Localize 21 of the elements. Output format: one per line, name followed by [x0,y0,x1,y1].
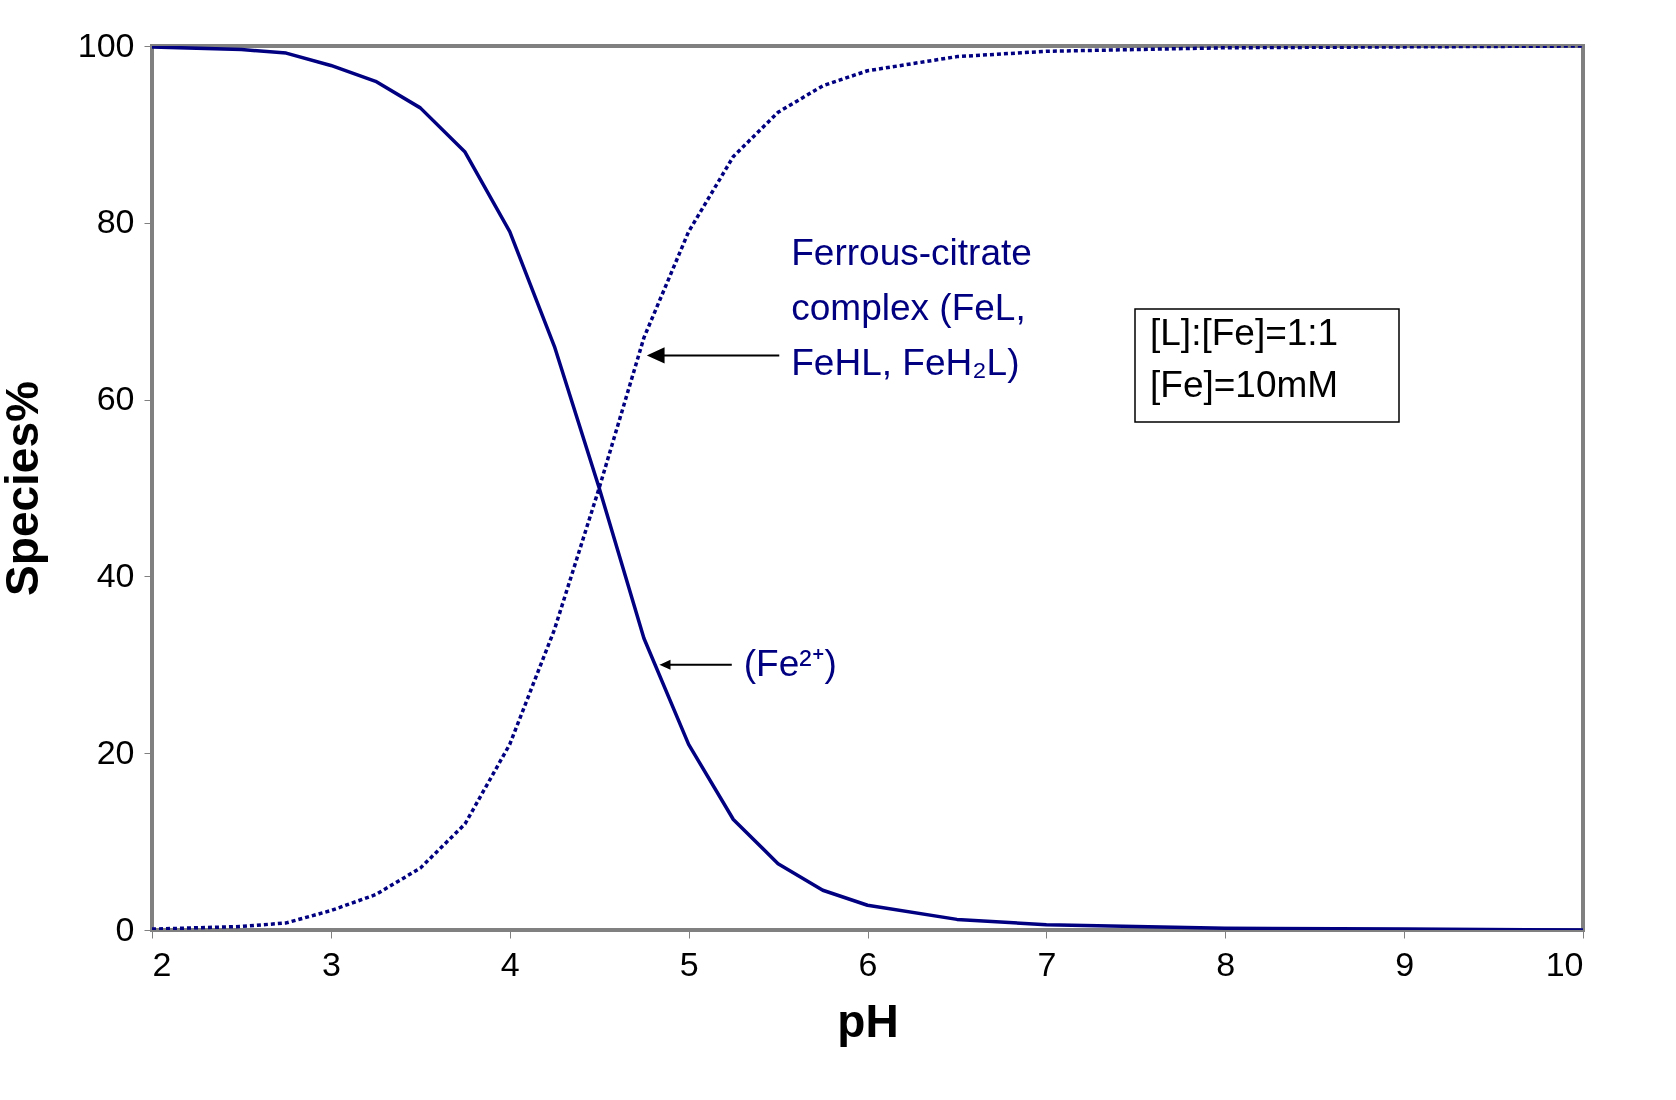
annotation: [L]:[Fe]=1:1 [1150,312,1339,353]
x-tick-label: 2 [152,944,172,983]
y-tick-label: 100 [77,25,135,64]
x-tick-label: 10 [1545,944,1584,983]
x-tick-label: 5 [679,944,699,983]
y-tick-label: 40 [96,555,135,594]
y-tick-label: 80 [96,202,135,241]
y-tick-label: 20 [96,732,135,771]
y-tick-label: 0 [115,909,135,948]
y-axis-title: Species% [0,381,48,596]
annotation: [Fe]=10mM [1150,364,1339,405]
text: (Fe²⁺) [743,642,837,684]
y-tick-label: 60 [96,379,135,418]
x-tick-label: 3 [321,944,341,983]
x-tick-label: 6 [858,944,878,983]
x-tick-label: 8 [1216,944,1236,983]
x-axis-title: pH [837,994,899,1047]
x-tick-label: 9 [1395,944,1415,983]
text: Ferrous-citrate complex (FeL, FeHL, FeH₂L) [791,231,1032,383]
x-tick-label: 4 [500,944,520,983]
x-tick-label: 7 [1037,944,1057,983]
